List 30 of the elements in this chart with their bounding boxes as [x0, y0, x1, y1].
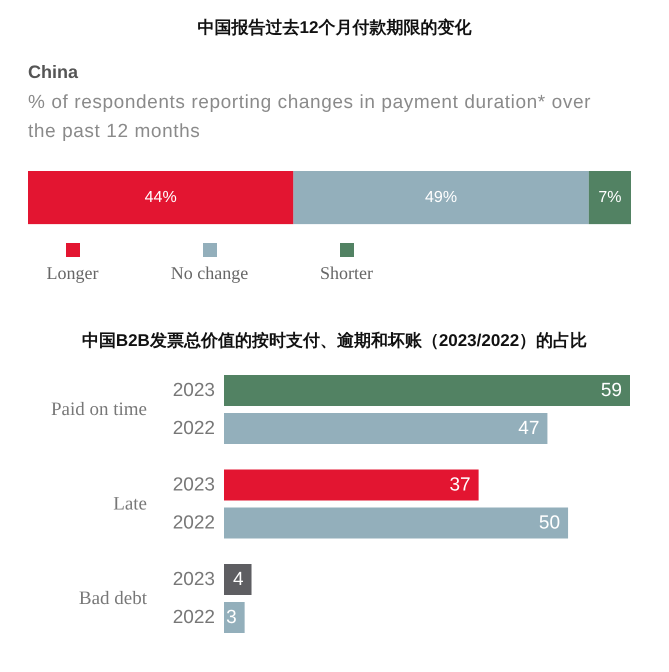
data-label: 3 — [226, 607, 237, 628]
data-label: 59 — [600, 380, 622, 401]
legend-label: No change — [170, 262, 248, 284]
series-label: 2023 — [172, 380, 215, 401]
text: % of respondents reporting changes in payment duration* over the past 12 months — [28, 91, 592, 144]
data-label: 50 — [538, 512, 560, 534]
bar — [224, 413, 548, 444]
data-label: 44% — [144, 189, 177, 206]
bar — [224, 508, 568, 538]
y-tick-label: Bad debt — [78, 588, 148, 609]
data-label: 37 — [449, 474, 471, 496]
bar — [224, 470, 479, 500]
series-label: 2022 — [172, 418, 215, 439]
data-label: 7% — [598, 189, 622, 206]
chart-subtitle: China — [28, 61, 78, 84]
bar — [224, 564, 252, 595]
bar — [224, 375, 630, 406]
legend-label: Longer — [46, 262, 98, 284]
text: 2022 — [172, 512, 215, 534]
legend-label: Shorter — [320, 262, 373, 284]
text: 2023 — [172, 474, 215, 496]
data-label: 47 — [518, 418, 540, 439]
data-label: 4 — [232, 569, 244, 590]
chart-title: 中国报告过去12个月付款期限的变化 — [196, 18, 472, 38]
chart-title: 中国B2B发票总价值的按时支付、逾期和坏账（2023/2022）的占比 — [80, 331, 588, 351]
text: 2023 — [172, 569, 215, 590]
text: 2022 — [172, 607, 215, 628]
y-tick-label: Late — [113, 493, 147, 514]
y-tick-label: Paid on time — [50, 398, 147, 420]
data-label: 49% — [425, 189, 458, 206]
